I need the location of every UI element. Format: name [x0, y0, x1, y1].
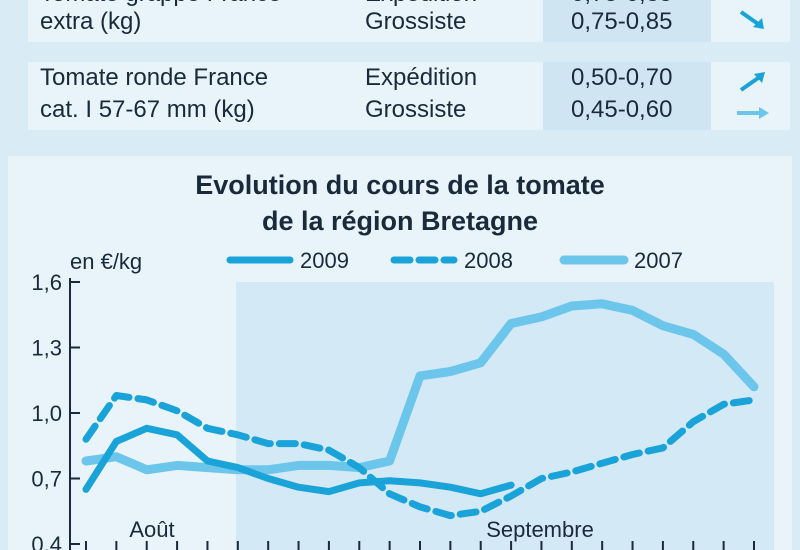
price-range: 0,50-0,70: [571, 64, 673, 91]
chart-title-line-2: de la région Bretagne: [261, 206, 539, 236]
price-range: 0,75-0,85: [571, 8, 673, 35]
x-period-label-aout: Août: [129, 517, 174, 542]
product-detail: cat. I 57-67 mm (kg): [40, 96, 255, 123]
series-line-2009: [82, 424, 515, 498]
chart-title-line-1: Evolution du cours de la tomate: [195, 170, 605, 200]
y-tick-label: 1,0: [31, 401, 62, 426]
price-cell-bg: [543, 62, 711, 130]
x-period-label-septembre: Septembre: [486, 517, 594, 542]
legend-label-2008: 2008: [464, 248, 513, 273]
y-axis-label: en €/kg: [70, 249, 142, 274]
down-right-arrow-icon: [739, 10, 764, 29]
product-name: Tomate grappe France: [40, 0, 281, 10]
price-range: 0,45-0,60: [571, 96, 673, 123]
y-tick-label: 1,6: [31, 270, 62, 295]
product-detail: extra (kg): [40, 8, 142, 35]
price-cell-bg: [543, 0, 711, 42]
y-tick-label: 0,4: [31, 532, 62, 550]
line-chart: 0,4 0,7 1,0 1,3 1,6 Août Septembre en €/kg 2009 2…: [31, 248, 774, 550]
stage-label: Grossiste: [365, 8, 467, 35]
price-range: 0,75-0,85: [571, 0, 672, 10]
series-line-2008: [82, 392, 758, 520]
september-band: [236, 282, 774, 550]
right-arrow-icon: [737, 107, 769, 119]
stage-label: Grossiste: [365, 96, 467, 123]
legend-label-2007: 2007: [634, 248, 683, 273]
chart-panel: Evolution du cours de la tomate de la ré…: [8, 156, 792, 550]
legend-label-2009: 2009: [300, 248, 349, 273]
stage-label: Expédition: [365, 64, 478, 91]
up-right-arrow-icon: [739, 72, 765, 92]
table-row: Tomate grappe France extra (kg) Expéditi…: [28, 0, 790, 42]
product-name: Tomate ronde France: [40, 64, 269, 91]
price-table: Tomate grappe France extra (kg) Expéditi…: [0, 0, 800, 150]
series-line-2007: [81, 299, 759, 475]
y-tick-label: 0,7: [31, 467, 62, 492]
table-row: Tomate ronde France cat. I 57-67 mm (kg)…: [28, 62, 790, 130]
stage-label: Expédition: [365, 0, 477, 10]
y-tick-label: 1,3: [31, 336, 62, 361]
